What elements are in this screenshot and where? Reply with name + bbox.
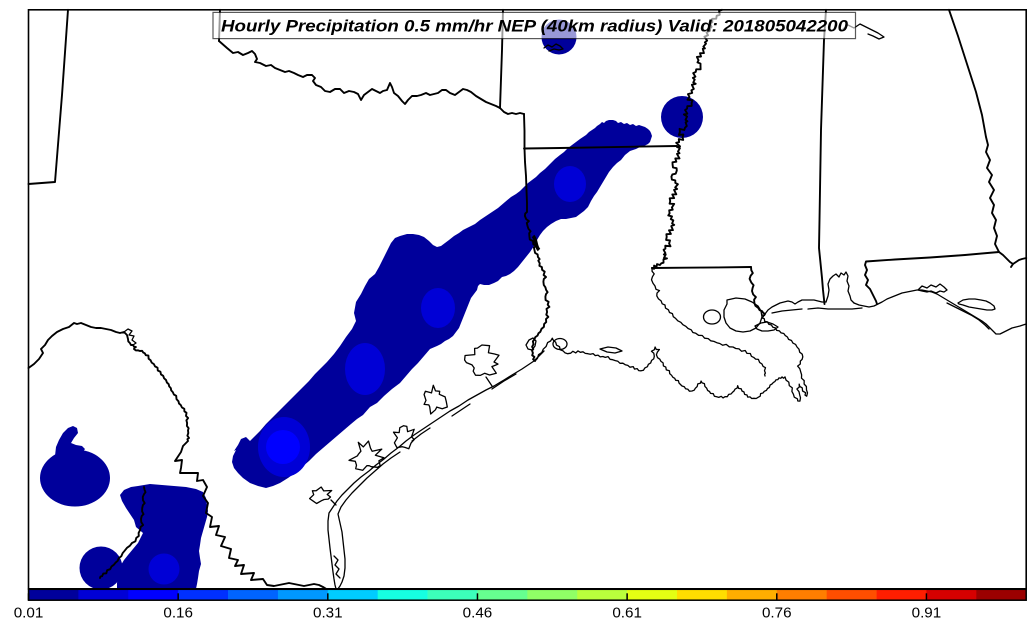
svg-text:0.01: 0.01 [14,605,44,622]
svg-text:Hourly Precipitation 0.5 mm/hr: Hourly Precipitation 0.5 mm/hr NEP (40km… [221,18,849,36]
svg-text:0.76: 0.76 [762,605,792,622]
svg-text:0.46: 0.46 [463,605,493,622]
svg-text:0.61: 0.61 [612,605,642,622]
svg-text:0.91: 0.91 [912,605,942,622]
svg-text:0.16: 0.16 [163,605,193,622]
svg-text:0.31: 0.31 [313,605,343,622]
